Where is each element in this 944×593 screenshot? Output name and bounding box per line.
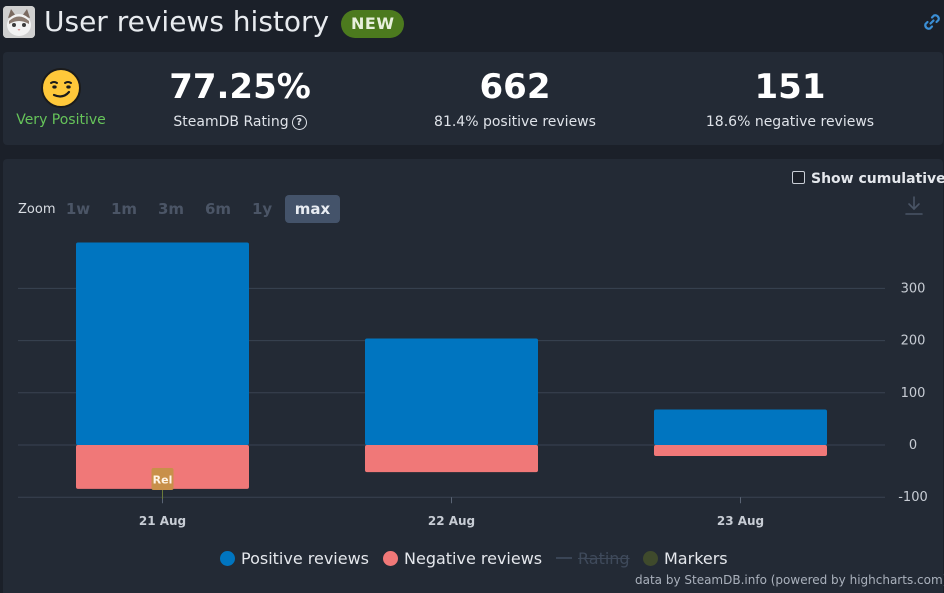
bar-positive xyxy=(76,242,249,445)
show-cumulative-label: Show cumulative xyxy=(811,171,944,187)
negative-label: 18.6% negative reviews xyxy=(705,114,875,130)
zoom-6m-button[interactable]: 6m xyxy=(205,200,232,218)
y-tick-label: -100 xyxy=(898,490,928,505)
zoom-max-button[interactable]: max xyxy=(285,195,340,223)
steamdb-rating-stat: 77.25% SteamDB Rating? xyxy=(155,52,325,145)
positive-count: 662 xyxy=(479,67,551,107)
bar-positive xyxy=(365,338,538,445)
release-marker xyxy=(151,468,174,490)
page-title: User reviews history xyxy=(44,5,330,38)
legend-negative-label: Negative reviews xyxy=(404,549,543,568)
download-icon[interactable] xyxy=(903,195,925,217)
y-tick-label: 0 xyxy=(909,438,917,453)
cat-avatar xyxy=(3,6,35,38)
chart-panel: -100 0 100 200 300 21 Aug 22 Aug 23 Aug Rel Show… xyxy=(3,159,944,593)
zoom-1m-button[interactable]: 1m xyxy=(111,200,138,218)
rating-label: Very Positive xyxy=(16,112,106,128)
y-tick-label: 300 xyxy=(901,281,926,296)
zoom-1y-button[interactable]: 1y xyxy=(252,200,273,218)
positive-label: 81.4% positive reviews xyxy=(434,114,596,130)
legend-positive-label: Positive reviews xyxy=(241,549,370,568)
steamdb-rating-value: 77.25% xyxy=(169,67,311,107)
reviews-chart: -100 0 100 200 300 21 Aug 22 Aug 23 Aug Rel xyxy=(18,242,928,528)
bar-positive xyxy=(654,409,827,445)
legend-negative[interactable]: Negative reviews xyxy=(383,548,542,570)
bar-negative xyxy=(365,445,538,473)
header: User reviews history NEW xyxy=(0,0,944,48)
new-badge: NEW xyxy=(341,10,405,38)
x-tick-label: 22 Aug xyxy=(428,514,475,528)
legend-markers-swatch xyxy=(643,551,658,566)
bar-negative xyxy=(654,445,827,456)
release-marker-label: Rel xyxy=(153,474,173,487)
legend-markers[interactable]: Markers xyxy=(643,548,728,570)
negative-count: 151 xyxy=(754,67,826,107)
negative-stat: 151 18.6% negative reviews xyxy=(690,52,890,145)
legend-positive[interactable]: Positive reviews xyxy=(220,548,369,570)
legend-rating-swatch xyxy=(556,557,572,559)
help-icon[interactable]: ? xyxy=(291,115,307,130)
steamdb-rating-label: SteamDB Rating? xyxy=(155,114,325,130)
zoom-label: Zoom xyxy=(18,202,56,217)
legend-rating[interactable]: Rating xyxy=(556,548,630,570)
steamdb-rating-text: SteamDB Rating xyxy=(173,114,289,130)
legend-rating-label: Rating xyxy=(578,549,630,568)
link-icon[interactable] xyxy=(922,12,942,32)
y-tick-label: 100 xyxy=(901,386,926,401)
stats-panel: Very Positive 77.25% SteamDB Rating? 662… xyxy=(3,52,943,145)
legend-negative-swatch xyxy=(383,551,398,566)
bar-negative xyxy=(76,445,249,489)
smirk-emoji-icon xyxy=(41,68,81,108)
cumulative-checkbox[interactable] xyxy=(792,171,805,184)
zoom-3m-button[interactable]: 3m xyxy=(158,200,185,218)
legend-markers-label: Markers xyxy=(664,549,728,568)
zoom-1w-button[interactable]: 1w xyxy=(65,200,91,218)
x-tick-label: 21 Aug xyxy=(139,514,186,528)
rating-summary: Very Positive xyxy=(3,52,119,145)
x-tick-label: 23 Aug xyxy=(717,514,764,528)
y-tick-label: 200 xyxy=(901,334,926,349)
show-cumulative-toggle[interactable]: Show cumulative xyxy=(792,171,944,187)
legend-positive-swatch xyxy=(220,551,235,566)
positive-stat: 662 81.4% positive reviews xyxy=(415,52,615,145)
chart-credits[interactable]: data by SteamDB.info (powered by highcha… xyxy=(635,573,944,587)
